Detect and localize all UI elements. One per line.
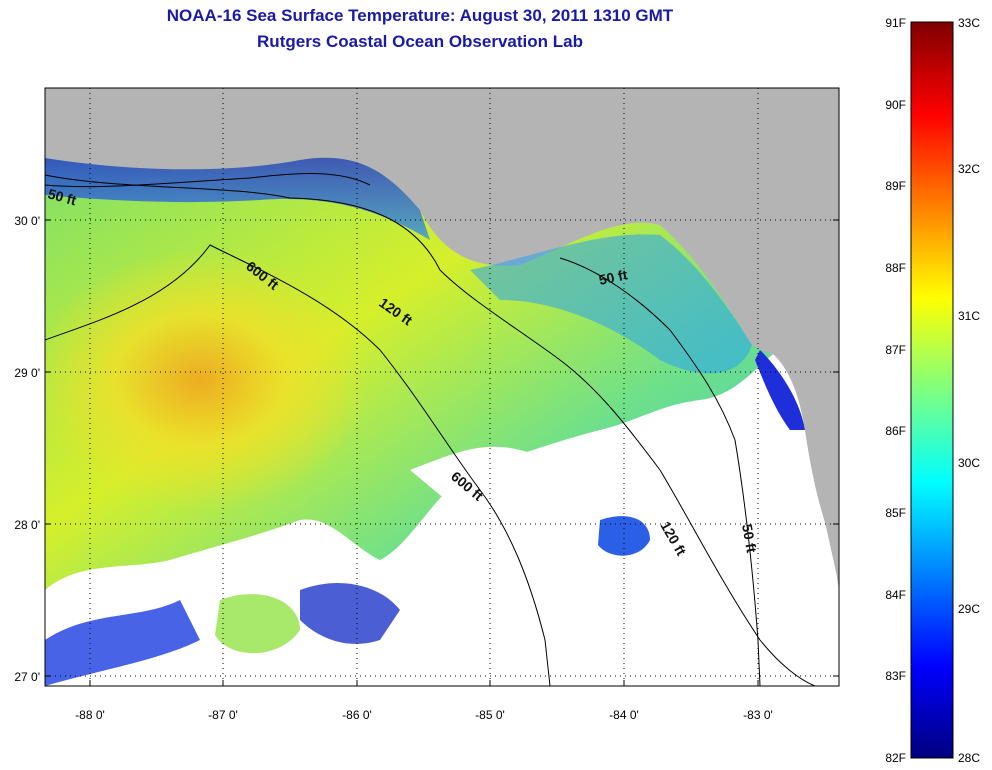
colorbar-f-label: 89F bbox=[885, 179, 906, 193]
warm-patch-south bbox=[215, 594, 300, 654]
lon-tick-label: -85 0' bbox=[475, 708, 505, 722]
lon-axis-labels: -88 0' -87 0' -86 0' -85 0' -84 0' -83 0… bbox=[75, 708, 773, 722]
bathymetry-contours bbox=[44, 173, 816, 687]
contour-50ft-west bbox=[44, 173, 371, 188]
colorbar-f-label: 83F bbox=[885, 669, 906, 683]
cold-patch-east bbox=[598, 516, 650, 556]
lat-tick-label: 30 0' bbox=[14, 214, 40, 228]
lon-tick-label: -88 0' bbox=[75, 708, 105, 722]
colorbar-f-label: 88F bbox=[885, 261, 906, 275]
colorbar-c-label: 28C bbox=[958, 751, 980, 765]
florida-land bbox=[720, 88, 839, 560]
lon-tick-label: -84 0' bbox=[609, 708, 639, 722]
colorbar-c-labels: 33C 32C 31C 30C 29C 28C bbox=[958, 16, 980, 765]
lat-tick-label: 29 0' bbox=[14, 366, 40, 380]
warm-eddy bbox=[45, 250, 370, 510]
map-subtitle: Rutgers Coastal Ocean Observation Lab bbox=[257, 32, 583, 51]
north-land bbox=[45, 88, 839, 204]
lon-tick-label: -83 0' bbox=[743, 708, 773, 722]
colorbar-f-label: 87F bbox=[885, 343, 906, 357]
contour-label: 50 ft bbox=[46, 185, 78, 208]
contour-120ft bbox=[44, 174, 816, 687]
colorbar-f-label: 86F bbox=[885, 424, 906, 438]
colorbar-f-label: 84F bbox=[885, 588, 906, 602]
colorbar-f-labels: 91F 90F 89F 88F 87F 86F 85F 84F 83F 82F bbox=[885, 16, 906, 765]
colorbar-f-label: 91F bbox=[885, 16, 906, 30]
colorbar-c-label: 31C bbox=[958, 309, 980, 323]
lat-axis-labels: 30 0' 29 0' 28 0' 27 0' bbox=[14, 214, 40, 684]
axis-ticks bbox=[45, 219, 839, 686]
colorbar-c-label: 30C bbox=[958, 456, 980, 470]
lon-tick-label: -86 0' bbox=[342, 708, 372, 722]
colorbar-c-label: 33C bbox=[958, 16, 980, 30]
contour-600ft bbox=[44, 244, 551, 687]
bigbend-cool-water bbox=[470, 234, 752, 374]
colorbar-f-label: 90F bbox=[885, 98, 906, 112]
lat-tick-label: 27 0' bbox=[14, 670, 40, 684]
lon-tick-label: -87 0' bbox=[208, 708, 238, 722]
lat-tick-label: 28 0' bbox=[14, 518, 40, 532]
map-title: NOAA-16 Sea Surface Temperature: August … bbox=[166, 6, 674, 25]
colorbar-c-label: 32C bbox=[958, 162, 980, 176]
plot-frame bbox=[44, 87, 840, 687]
contour-50ft-east bbox=[559, 257, 761, 687]
cold-patch-center bbox=[300, 582, 400, 644]
colorbar-c-label: 29C bbox=[958, 602, 980, 616]
contour-label: 50 ft bbox=[739, 523, 760, 554]
colorbar-scale bbox=[910, 21, 954, 759]
contour-label: 50 ft bbox=[597, 266, 629, 288]
colorbar: 91F 90F 89F 88F 87F 86F 85F 84F 83F 82F … bbox=[885, 16, 980, 765]
cold-coastal-east bbox=[755, 350, 805, 430]
coastal-cool-band bbox=[45, 157, 430, 240]
sst-map: 50 ft 600 ft 120 ft 50 ft 600 ft 120 ft … bbox=[14, 87, 840, 722]
cold-patch-sw bbox=[45, 600, 200, 686]
colorbar-f-label: 82F bbox=[885, 751, 906, 765]
colorbar-f-label: 85F bbox=[885, 506, 906, 520]
cloud-cover-central bbox=[410, 440, 650, 560]
